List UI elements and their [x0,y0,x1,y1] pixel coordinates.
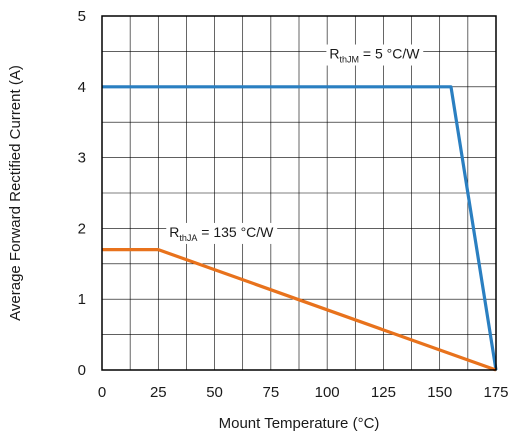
series-label-background [326,44,424,66]
x-tick-label: 50 [206,384,223,401]
series-label-1: RthJA = 135 °C/W [169,224,274,243]
x-axis-title: Mount Temperature (°C) [219,415,380,432]
series-line-0 [102,85,498,371]
y-tick-label: 3 [78,150,86,167]
y-tick-label: 5 [78,8,86,25]
x-tick-label: 0 [98,384,106,401]
plot-frame [101,15,497,371]
x-tick-labels: 0 25 50 75 100 125 150 175 [98,384,509,401]
x-tick-label: 75 [263,384,280,401]
x-tick-label: 150 [427,384,452,401]
series-line-1 [102,248,497,372]
x-tick-label: 100 [315,384,340,401]
series-label-background [166,222,278,244]
y-axis-title: Average Forward Rectified Current (A) [7,65,24,321]
y-tick-labels: 0 1 2 3 4 5 [78,8,86,379]
x-tick-label: 125 [371,384,396,401]
x-tick-label: 175 [483,384,508,401]
grid-lines [102,16,496,370]
y-tick-label: 4 [78,79,86,96]
series-annotations: RthJM = 5 °C/W RthJA = 135 °C/W [166,44,424,244]
y-tick-label: 1 [78,291,86,308]
series-lines [102,85,498,372]
x-tick-label: 25 [150,384,167,401]
y-tick-label: 0 [78,362,86,379]
y-tick-label: 2 [78,220,86,237]
series-label-0: RthJM = 5 °C/W [329,46,420,65]
